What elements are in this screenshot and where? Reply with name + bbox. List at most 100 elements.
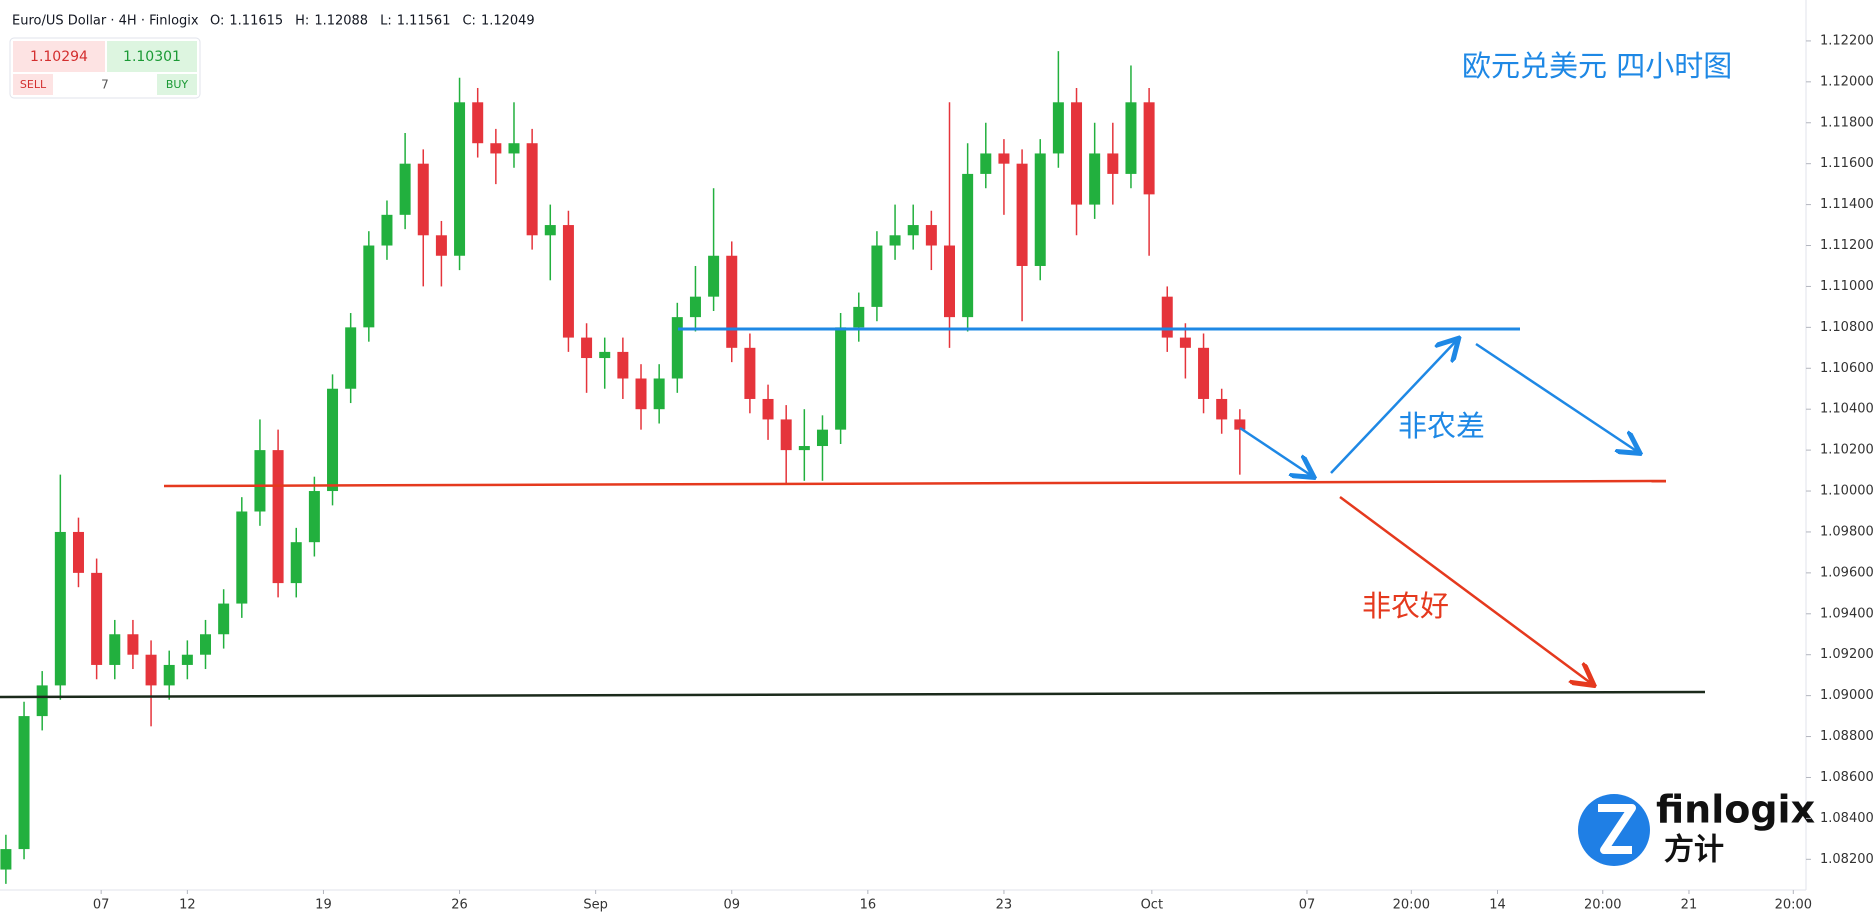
candle-body: [943, 245, 955, 318]
candle-body: [290, 542, 302, 584]
candle-body: [889, 235, 901, 246]
y-tick-label: 1.11200: [1820, 238, 1874, 253]
sell-button[interactable]: [13, 41, 105, 72]
candle-body: [853, 306, 865, 328]
candle-body: [907, 225, 919, 236]
y-tick-label: 1.11000: [1820, 279, 1874, 294]
candle-body: [109, 634, 121, 665]
candle-body: [526, 143, 538, 236]
candle-body: [816, 429, 828, 447]
y-tick-label: 1.08400: [1820, 811, 1874, 826]
candle-body: [472, 102, 484, 144]
y-tick-label: 1.12200: [1820, 33, 1874, 48]
ohlc-value: 1.11615: [229, 14, 283, 29]
symbol-title: Euro/US Dollar · 4H · Finlogix: [12, 14, 199, 29]
candle-body: [163, 664, 175, 686]
buy-price: 1.10301: [123, 49, 181, 65]
arrow: [1239, 426, 1312, 476]
candle-body: [508, 143, 520, 154]
candle-body: [780, 419, 792, 451]
candle-body: [454, 102, 466, 256]
candle-body: [925, 225, 937, 246]
candle-body: [254, 450, 266, 512]
ohlc-value: 1.11561: [397, 14, 451, 29]
y-tick-label: 1.09400: [1820, 606, 1874, 621]
y-tick-label: 1.10800: [1820, 320, 1874, 335]
candle-body: [1107, 153, 1119, 174]
candle-body: [689, 296, 701, 318]
ohlc-value: 1.12088: [314, 14, 368, 29]
candle-body: [72, 531, 84, 573]
ohlc-label: C:: [462, 14, 475, 29]
candle-body: [200, 634, 212, 655]
annotation-bad: 非农差: [1398, 409, 1485, 443]
buy-label[interactable]: BUY: [166, 78, 189, 91]
candle-body: [1034, 153, 1046, 266]
candle-body: [236, 511, 248, 604]
annotation-good: 非农好: [1362, 589, 1449, 623]
y-tick-label: 1.08800: [1820, 729, 1874, 744]
y-tick-label: 1.09800: [1820, 524, 1874, 539]
candle-body: [599, 351, 611, 359]
x-tick-label: 07: [93, 898, 110, 913]
y-tick-label: 1.11400: [1820, 197, 1874, 212]
candle-body: [871, 245, 883, 307]
x-tick-label: 16: [860, 898, 877, 913]
candle-body: [218, 603, 230, 635]
candle-body: [835, 327, 847, 430]
candle-body: [744, 347, 756, 399]
y-tick-label: 1.10200: [1820, 443, 1874, 458]
logo-text-cn: 方计: [1664, 833, 1724, 868]
ohlc-label: O:: [210, 14, 224, 29]
sell-label-bg[interactable]: [13, 74, 53, 95]
y-tick-label: 1.12000: [1820, 74, 1874, 89]
arrow: [1339, 495, 1592, 684]
candle-body: [544, 225, 556, 236]
buy-button[interactable]: [107, 41, 197, 72]
candle-body: [181, 654, 193, 665]
x-tick-label: 19: [315, 898, 332, 913]
ohlc-label: L:: [380, 14, 392, 29]
ohlc-label: H:: [295, 14, 309, 29]
quantity[interactable]: 7: [101, 78, 109, 92]
candle-body: [1234, 419, 1246, 430]
candle-body: [127, 634, 139, 655]
candle-body: [726, 255, 738, 348]
x-tick-label: 21: [1681, 898, 1698, 913]
candle-body: [18, 716, 30, 850]
candle-body: [1143, 102, 1155, 195]
candle-body: [798, 446, 810, 451]
chart-annotation-title: 欧元兑美元 四小时图: [1462, 49, 1732, 83]
candle-body: [1216, 398, 1228, 420]
y-tick-label: 1.11600: [1820, 156, 1874, 171]
buy-label-bg[interactable]: [157, 74, 197, 95]
candle-body: [708, 255, 720, 297]
x-tick-label: 20:00: [1775, 898, 1812, 913]
candle-body: [381, 214, 393, 246]
candle-body: [1052, 102, 1064, 154]
y-tick-label: 1.10400: [1820, 402, 1874, 417]
candle-body: [617, 351, 629, 379]
y-tick-label: 1.08200: [1820, 852, 1874, 867]
candle-body: [671, 317, 683, 379]
y-tick-label: 1.08600: [1820, 770, 1874, 785]
x-tick-label: Sep: [583, 898, 608, 913]
sell-label[interactable]: SELL: [20, 78, 47, 91]
y-tick-label: 1.09000: [1820, 688, 1874, 703]
candle-body: [0, 849, 12, 870]
arrow: [1330, 340, 1457, 474]
candle-body: [1161, 296, 1173, 338]
support-line: [163, 479, 1667, 488]
x-tick-label: Oct: [1141, 898, 1163, 913]
x-tick-label: 23: [996, 898, 1013, 913]
candle-body: [435, 235, 447, 256]
candle-body: [308, 491, 320, 543]
candle-body: [36, 685, 48, 717]
candle-body: [363, 245, 375, 328]
candle-body: [581, 337, 593, 359]
x-tick-label: 12: [179, 898, 196, 913]
candle-body: [1071, 102, 1083, 205]
y-tick-label: 1.10600: [1820, 361, 1874, 376]
